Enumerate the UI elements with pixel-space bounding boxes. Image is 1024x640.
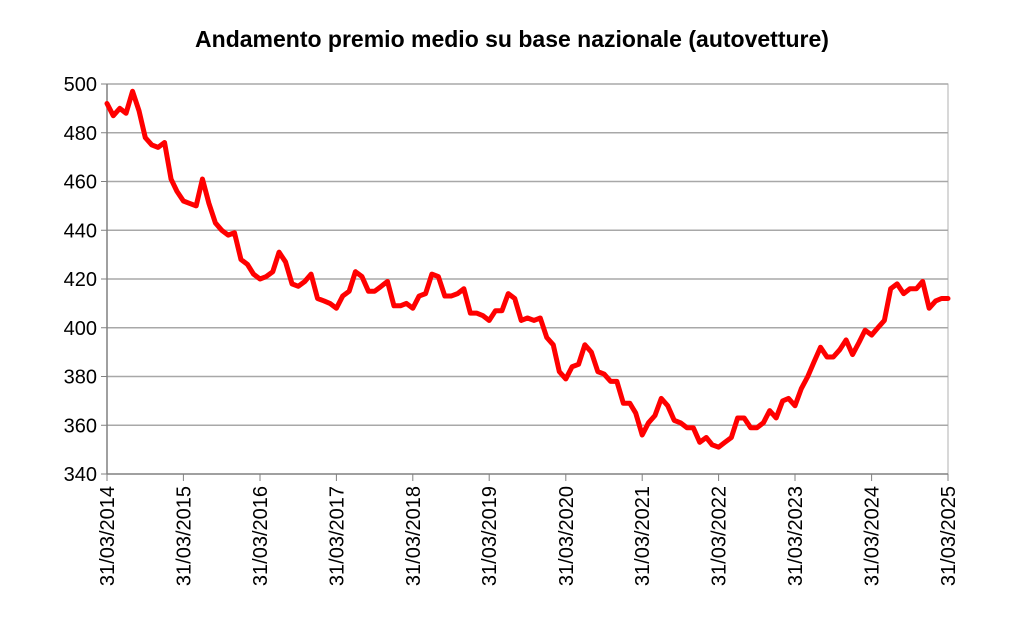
x-tick-label-0: 31/03/2014 [97, 486, 119, 586]
x-tick-label-2: 31/03/2016 [250, 486, 272, 586]
y-tick-label-500: 500 [64, 74, 97, 96]
x-tick-label-10: 31/03/2024 [862, 486, 884, 586]
y-tick-label-340: 340 [64, 464, 97, 486]
chart-title: Andamento premio medio su base nazionale… [195, 26, 829, 52]
y-tick-label-480: 480 [64, 123, 97, 145]
x-tick-label-9: 31/03/2023 [785, 486, 807, 586]
y-tick-label-380: 380 [64, 367, 97, 389]
y-tick-label-440: 440 [64, 220, 97, 242]
y-tick-label-420: 420 [64, 269, 97, 291]
x-tick-label-6: 31/03/2020 [556, 486, 578, 586]
x-tick-label-3: 31/03/2017 [326, 486, 348, 586]
x-tick-label-8: 31/03/2022 [709, 486, 731, 586]
x-tick-label-5: 31/03/2019 [479, 486, 501, 586]
x-tick-label-7: 31/03/2021 [632, 486, 654, 586]
y-tick-label-400: 400 [64, 318, 97, 340]
series-line-0 [104, 88, 951, 450]
y-tick-label-460: 460 [64, 172, 97, 194]
y-tick-label-360: 360 [64, 415, 97, 437]
x-tick-label-11: 31/03/2025 [938, 486, 960, 586]
x-tick-label-4: 31/03/2018 [403, 486, 425, 586]
x-tick-label-1: 31/03/2015 [173, 486, 195, 586]
